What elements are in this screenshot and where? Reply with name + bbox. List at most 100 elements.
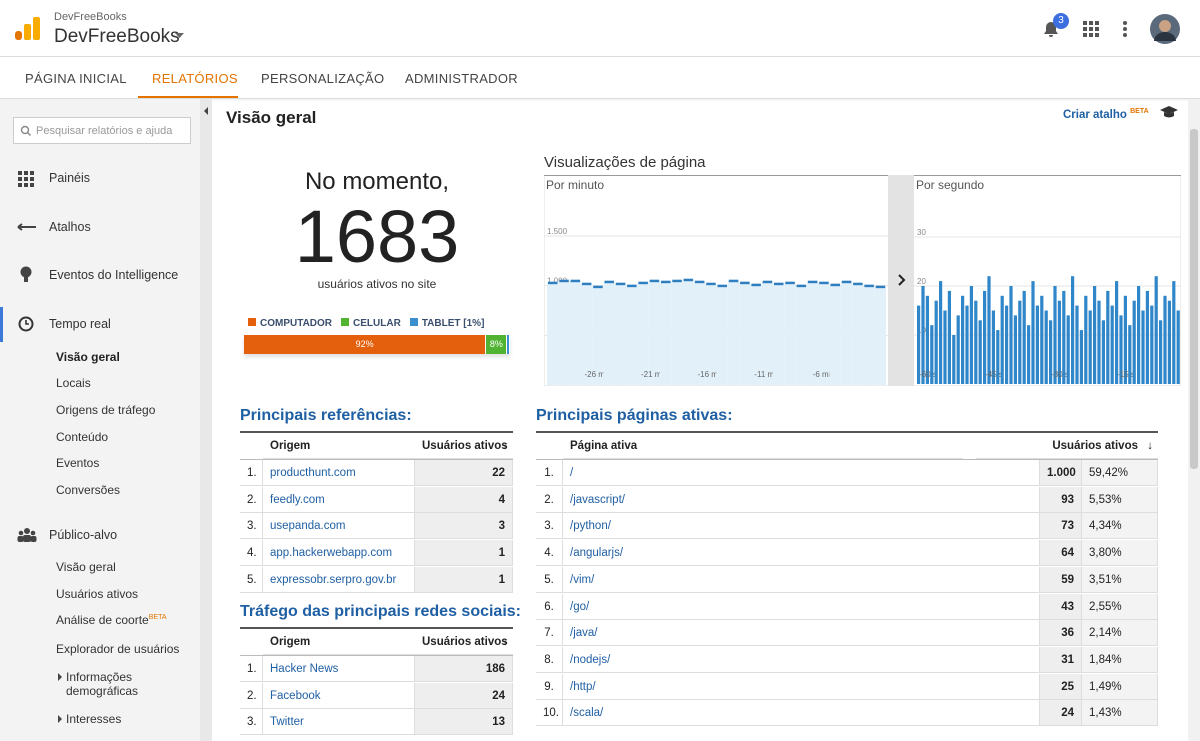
collapse-strip[interactable] <box>200 99 212 741</box>
source[interactable]: feedly.com <box>263 486 415 513</box>
bar <box>1009 286 1013 384</box>
sidebar-subitem[interactable]: Conteúdo <box>56 430 109 444</box>
hat-icon[interactable] <box>1159 105 1179 119</box>
bar-area <box>727 280 740 385</box>
page[interactable]: /scala/ <box>563 700 1040 727</box>
legend-swatch <box>341 318 350 326</box>
avatar[interactable] <box>1150 14 1180 44</box>
bar-area <box>705 283 717 385</box>
bar-top <box>751 283 761 287</box>
source[interactable]: Twitter <box>263 709 415 736</box>
sidebar-subitem[interactable]: Interesses <box>66 712 122 726</box>
x-tick-label: -16 min <box>698 370 725 379</box>
apps-icon[interactable] <box>1083 21 1099 37</box>
source[interactable]: Facebook <box>263 682 415 709</box>
bar-top <box>875 285 886 289</box>
beta-badge: BETA <box>1130 108 1149 115</box>
rank: 1. <box>240 656 263 682</box>
x-tick-label: -60 s <box>919 370 937 379</box>
property[interactable]: DevFreeBooks <box>54 26 180 47</box>
bar <box>1159 320 1163 384</box>
shortcut-link[interactable]: Criar atalho BETA <box>1063 108 1149 121</box>
sidebar-subitem[interactable]: Visão geral <box>56 350 120 364</box>
page[interactable]: / <box>563 460 1040 486</box>
nav-tab[interactable]: PÁGINA INICIAL <box>25 71 127 86</box>
page[interactable]: /javascript/ <box>563 486 1040 513</box>
bar <box>1150 305 1154 384</box>
bar-top <box>785 281 795 285</box>
bar-area <box>603 281 615 385</box>
nav-tab[interactable]: PERSONALIZAÇÃO <box>261 71 385 86</box>
bar-area <box>569 280 581 385</box>
panel-label: Por segundo <box>916 178 984 192</box>
sidebar-item[interactable]: Painéis <box>49 171 90 185</box>
rank: 4. <box>536 540 563 567</box>
scrollbar[interactable] <box>1188 99 1200 741</box>
sort-arrow: ↓ <box>502 440 508 452</box>
sidebar-item[interactable]: Público-alvo <box>49 528 118 542</box>
table-rule <box>536 431 1158 433</box>
nav-bar <box>0 57 1200 99</box>
column-header: Origem <box>263 629 415 655</box>
bar-area <box>863 285 875 385</box>
share: 1,43% <box>1082 700 1158 727</box>
sidebar-subitem[interactable]: Usuários ativos <box>56 587 139 601</box>
bar-top <box>548 281 558 285</box>
sidebar-item[interactable]: Tempo real <box>49 317 111 331</box>
bar <box>930 325 934 384</box>
bar <box>1062 290 1066 384</box>
page[interactable]: /nodejs/ <box>563 646 1040 673</box>
sidebar-subitem[interactable]: Visão geral <box>56 560 116 574</box>
bar-area <box>637 282 649 385</box>
bar-area <box>558 280 570 385</box>
page[interactable]: /vim/ <box>563 566 1040 593</box>
sidebar-subitem[interactable]: Informações demográficas <box>66 670 139 698</box>
source[interactable]: usepanda.com <box>263 513 415 540</box>
page[interactable]: /java/ <box>563 620 1040 647</box>
share: 2,55% <box>1082 593 1158 620</box>
active-users: 24 <box>415 682 513 709</box>
bar <box>1049 320 1053 384</box>
icon <box>17 528 37 542</box>
bar <box>1066 315 1070 384</box>
rank: 2. <box>536 486 563 513</box>
sidebar-subitem[interactable]: Origens de tráfego <box>56 403 156 417</box>
sidebar-item[interactable]: Eventos do Intelligence <box>49 268 179 282</box>
bar <box>1154 276 1158 384</box>
source[interactable]: Hacker News <box>263 656 415 682</box>
nav-tab[interactable]: RELATÓRIOS <box>152 71 238 86</box>
bar <box>917 305 921 384</box>
sidebar-subitem[interactable]: Explorador de usuários <box>56 642 180 656</box>
legend-label: CELULAR <box>353 318 401 329</box>
sidebar-subitem[interactable]: Conversões <box>56 483 121 497</box>
bar-top <box>604 280 614 284</box>
source[interactable]: producthunt.com <box>263 460 415 486</box>
page[interactable]: /go/ <box>563 593 1040 620</box>
y-tick-label: 1.500 <box>547 227 568 236</box>
bar <box>1137 286 1141 384</box>
page[interactable]: /http/ <box>563 673 1040 700</box>
search-box[interactable]: Pesquisar relatórios e ajuda <box>13 117 191 144</box>
sidebar-subitem[interactable]: Análise de coorteBETA <box>56 613 167 627</box>
active-users: 73 <box>1040 513 1082 540</box>
source[interactable]: expressobr.serpro.gov.br <box>263 566 415 593</box>
nav-tab[interactable]: ADMINISTRADOR <box>405 71 518 86</box>
source[interactable]: app.hackerwebapp.com <box>263 540 415 567</box>
page[interactable]: /python/ <box>563 513 1040 540</box>
bar-area <box>840 281 853 385</box>
share: 1,84% <box>1082 646 1158 673</box>
sidebar-subitem[interactable]: Locais <box>56 376 91 390</box>
menu-icon[interactable] <box>1122 20 1128 38</box>
bar <box>1084 295 1088 384</box>
sidebar-item[interactable]: Atalhos <box>49 220 91 234</box>
bar-top <box>559 279 569 283</box>
bar <box>1145 290 1149 384</box>
value-label: 92% <box>355 339 374 349</box>
chart-title: Visualizações de página <box>544 154 706 171</box>
bar-area <box>852 283 864 385</box>
sidebar <box>0 99 200 741</box>
table-rule <box>240 431 513 433</box>
page[interactable]: /angularjs/ <box>563 540 1040 567</box>
sidebar-subitem[interactable]: Eventos <box>56 456 100 470</box>
